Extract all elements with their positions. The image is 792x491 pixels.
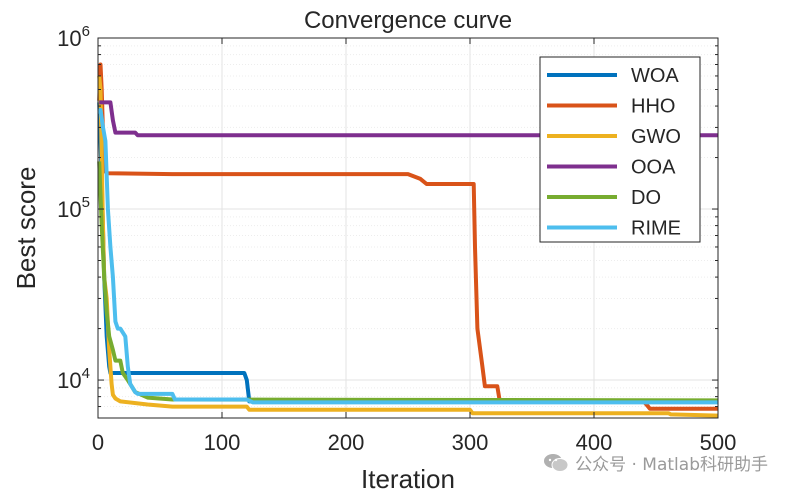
legend-label-rime: RIME	[631, 218, 681, 240]
series-lines	[97, 62, 719, 418]
x-tick-label: 100	[204, 430, 241, 455]
wechat-icon	[544, 453, 569, 472]
series-line-rime	[97, 107, 718, 405]
legend-label-gwo: GWO	[631, 126, 681, 148]
series-line-ooa	[99, 100, 718, 138]
x-tick-label: 400	[576, 430, 613, 455]
watermark: 公众号 · Matlab科研助手	[543, 450, 768, 475]
y-axis-label: Best score	[11, 167, 41, 290]
legend-label-do: DO	[631, 187, 661, 209]
series-line-do	[97, 161, 719, 403]
chart-title: Convergence curve	[304, 7, 512, 34]
legend-box	[539, 56, 701, 243]
y-tick-label: 106	[57, 23, 90, 51]
y-tick-label: 105	[57, 194, 90, 222]
legend: WOA HHO GWO OOA DO RIME	[539, 56, 701, 243]
x-tick-label: 0	[92, 430, 104, 455]
x-tick-label: 200	[328, 430, 365, 455]
legend-label-woa: WOA	[631, 65, 679, 87]
y-tick-label: 104	[57, 365, 90, 393]
x-axis-label: Iteration	[361, 464, 455, 491]
axis-ticks: 0 100 200 300 400 500 104 105 106	[57, 23, 736, 455]
plot-area-border	[97, 37, 719, 419]
legend-label-hho: HHO	[631, 96, 675, 118]
watermark-text: 公众号 · Matlab科研助手	[575, 455, 768, 475]
x-tick-label: 500	[700, 430, 737, 455]
legend-label-ooa: OOA	[631, 157, 676, 179]
x-tick-label: 300	[452, 430, 489, 455]
